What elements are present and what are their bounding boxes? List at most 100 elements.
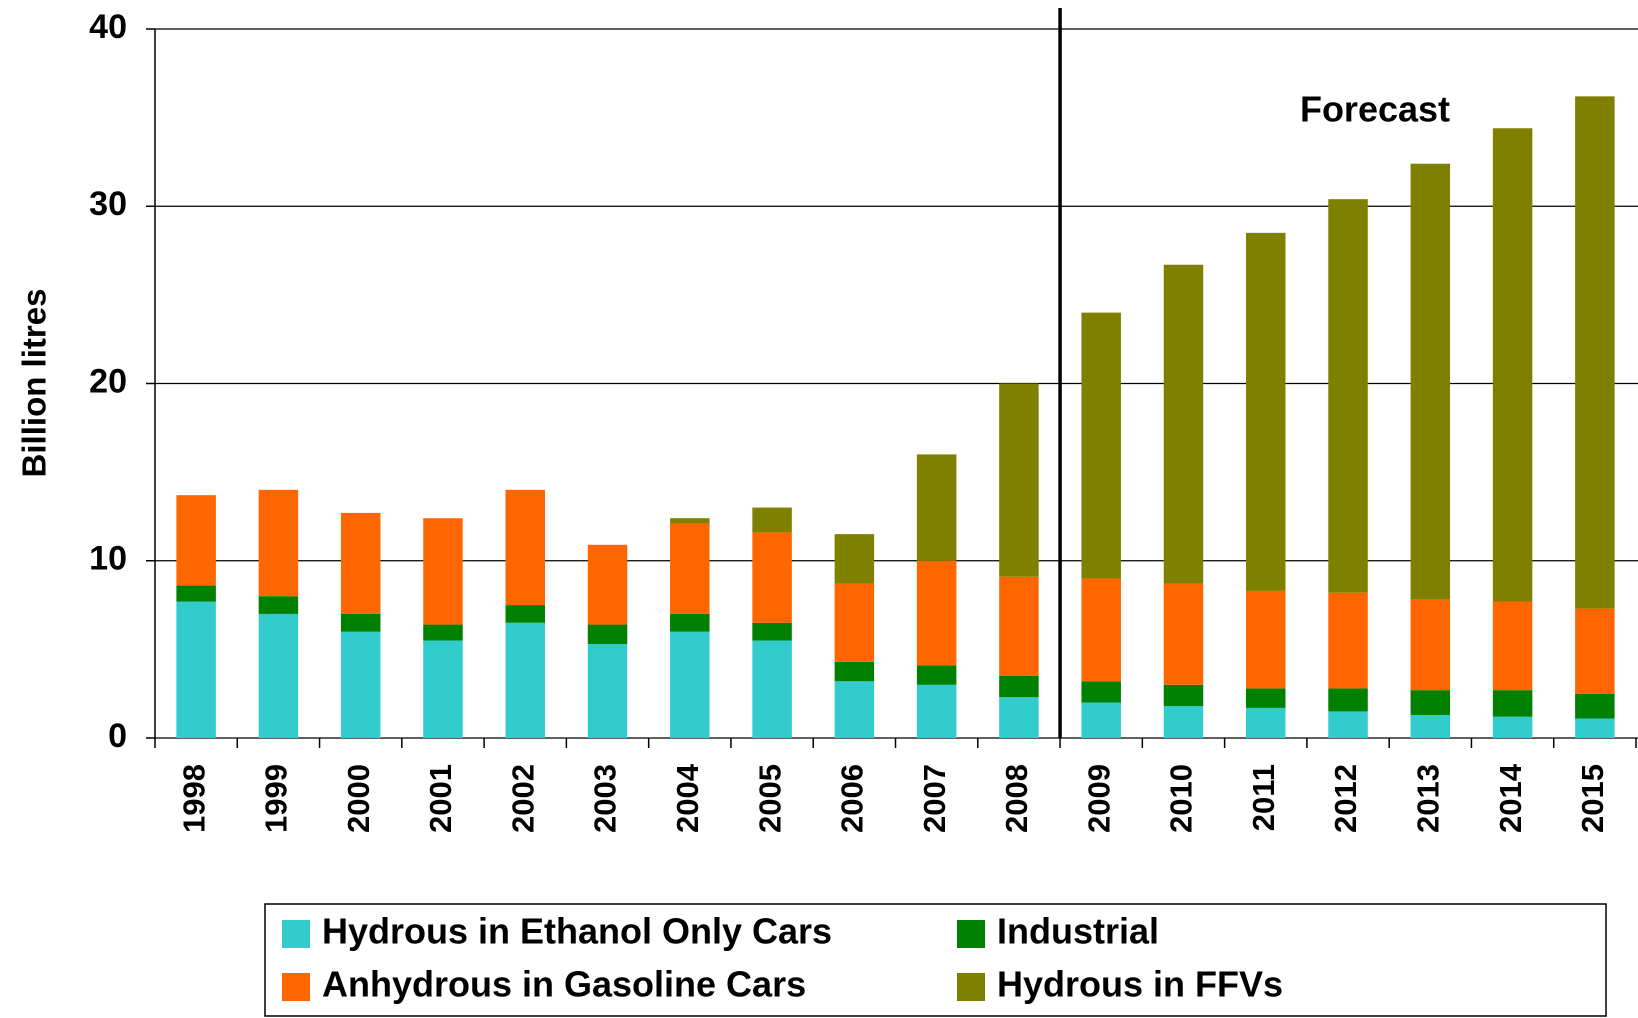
bar-segment	[1410, 599, 1451, 691]
x-tick-label: 2008	[999, 764, 1034, 833]
annotation: Forecast	[1300, 89, 1450, 130]
bar-segment	[1246, 688, 1286, 708]
bar-segment	[752, 507, 792, 533]
bar-segment	[999, 383, 1039, 577]
bar-segment	[1575, 608, 1615, 694]
bar-segment	[258, 613, 299, 738]
bar-segment	[752, 622, 792, 641]
legend-swatch	[282, 920, 310, 948]
legend-label: Hydrous in Ethanol Only Cars	[322, 911, 832, 952]
legend-label: Industrial	[997, 911, 1159, 952]
x-tick-label: 2002	[505, 764, 540, 833]
bar-segment	[423, 518, 463, 625]
y-axis-title: Billion litres	[16, 289, 53, 478]
bar-segment	[752, 532, 792, 623]
bar-segment	[587, 624, 628, 645]
bar-segment	[1410, 714, 1451, 738]
bar-segment	[916, 454, 957, 561]
bar-segment	[1163, 583, 1204, 685]
x-tick-label: 2010	[1164, 764, 1199, 833]
bar-segment	[423, 640, 463, 738]
bar-segment	[1163, 706, 1204, 738]
bar-segment	[834, 534, 875, 584]
x-tick-label: 2009	[1081, 764, 1116, 833]
bar-segment	[670, 613, 710, 632]
x-tick-label: 2003	[588, 764, 623, 833]
bar-segment	[670, 523, 710, 614]
bar-segment	[258, 596, 299, 614]
bar-segment	[999, 697, 1039, 738]
x-tick-label: 2001	[423, 764, 458, 833]
x-tick-label: 2011	[1246, 764, 1281, 831]
legend-label: Hydrous in FFVs	[997, 964, 1283, 1005]
bar-segment	[834, 661, 875, 682]
bar-segment	[1410, 163, 1451, 600]
x-tick-label: 2000	[341, 764, 376, 833]
y-tick-label: 20	[89, 362, 127, 400]
bar-segment	[1328, 592, 1368, 689]
bar-segment	[916, 684, 957, 738]
y-tick-label: 0	[108, 717, 127, 755]
bar-segment	[1081, 312, 1121, 579]
legend-box	[264, 903, 1607, 1017]
legend-swatch	[957, 920, 985, 948]
bar-segment	[176, 585, 216, 602]
bar-segment	[1081, 578, 1121, 682]
bar-segment	[1081, 702, 1121, 738]
bar-segment	[1492, 128, 1533, 602]
x-tick-label: 2007	[917, 764, 952, 833]
bar-segment	[834, 681, 875, 738]
legend-swatch	[957, 973, 985, 1001]
bar-segment	[340, 512, 381, 614]
bar-segment	[916, 560, 957, 666]
bar-segment	[505, 605, 545, 623]
bar-segment	[1575, 718, 1615, 738]
bar-segment	[670, 518, 710, 524]
bar-segment	[916, 665, 957, 685]
bar-segment	[670, 631, 710, 738]
bar-segment	[1328, 688, 1368, 712]
bar-segment	[1246, 232, 1286, 591]
bar-segment	[999, 576, 1039, 676]
legend-swatch	[282, 973, 310, 1001]
bar-segment	[505, 489, 545, 606]
x-tick-label: 2015	[1575, 764, 1610, 833]
bar-segment	[834, 583, 875, 662]
bar-segment	[1328, 199, 1368, 593]
bar-segment	[1575, 96, 1615, 609]
bar-segment	[1492, 716, 1533, 738]
x-tick-label: 2004	[670, 763, 705, 833]
bar-segment	[1328, 711, 1368, 738]
bar-segment	[1163, 684, 1204, 707]
bar-segment	[340, 631, 381, 738]
bar-segment	[258, 489, 299, 597]
x-tick-label: 2013	[1410, 764, 1445, 833]
bar-segment	[505, 622, 545, 738]
bar-segment	[176, 495, 216, 586]
x-tick-label: 2006	[835, 764, 870, 833]
bar-segment	[340, 613, 381, 632]
legend-label: Anhydrous in Gasoline Cars	[322, 964, 806, 1005]
bar-segment	[1492, 690, 1533, 717]
x-tick-label: 1999	[259, 764, 294, 833]
bar-segment	[752, 640, 792, 738]
y-tick-label: 40	[89, 8, 127, 46]
bar-segment	[1246, 707, 1286, 738]
bar-segment	[1246, 590, 1286, 689]
bar-segment	[587, 544, 628, 625]
bar-segment	[999, 675, 1039, 698]
bar-segment	[587, 644, 628, 738]
x-tick-label: 2014	[1493, 763, 1528, 833]
bar-segment	[1492, 601, 1533, 691]
bar-segment	[176, 601, 216, 738]
x-tick-label: 2012	[1328, 764, 1363, 833]
y-tick-label: 10	[89, 540, 127, 578]
x-tick-label: 1998	[176, 764, 211, 833]
bar-segment	[423, 624, 463, 641]
bar-segment	[1575, 693, 1615, 719]
bar-segment	[1163, 264, 1204, 584]
x-tick-label: 2005	[752, 764, 787, 833]
bar-segment	[1081, 681, 1121, 703]
